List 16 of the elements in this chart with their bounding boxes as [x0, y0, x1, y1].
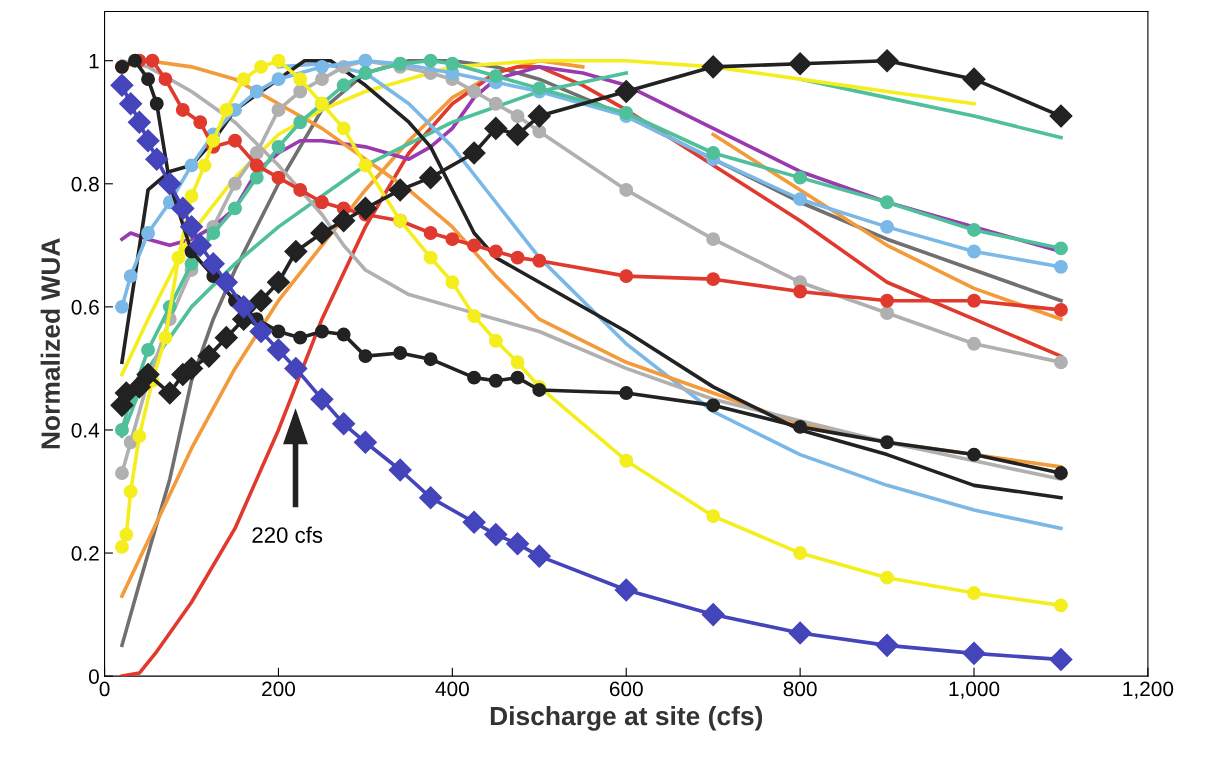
x-tick-label: 200 — [262, 681, 296, 697]
y-tick-label: 0 — [88, 669, 99, 684]
x-tick-label: 400 — [435, 681, 469, 697]
x-tick-label: 600 — [609, 681, 643, 697]
x-axis-title: Discharge at site (cfs) — [490, 705, 763, 731]
x-tick-label: 1,000 — [949, 681, 1000, 699]
annotation: 220 cfs — [252, 526, 323, 543]
y-tick-label: 0.6 — [71, 299, 99, 315]
x-tick-label: 0 — [99, 681, 110, 697]
y-tick-label: 0.2 — [71, 546, 99, 561]
x-tick-label: 800 — [783, 681, 817, 697]
y-axis-title: Normalized WUA — [40, 238, 60, 449]
y-tick-label: 0.4 — [71, 422, 100, 438]
y-tick-label: 0.8 — [71, 176, 99, 192]
x-tick-label: 1,200 — [1123, 681, 1174, 699]
y-tick-label: 1 — [89, 53, 99, 69]
